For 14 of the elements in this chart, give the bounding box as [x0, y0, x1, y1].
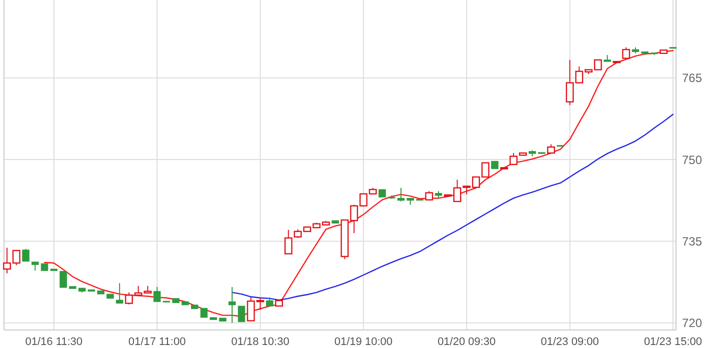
- x-tick-label: 01/23 15:00: [644, 336, 702, 348]
- x-tick-label: 01/18 10:30: [231, 336, 290, 348]
- x-tick-label: 01/19 10:00: [334, 336, 393, 348]
- x-tick-label: 01/20 09:30: [438, 336, 496, 348]
- y-tick-label: 750: [682, 152, 702, 167]
- line-series: [232, 114, 674, 301]
- y-tick-label: 735: [682, 234, 702, 248]
- x-tick-label: 01/17 11:00: [128, 336, 186, 348]
- x-tick-label: 01/23 09:00: [540, 336, 599, 348]
- y-tick-label: 720: [682, 316, 702, 330]
- x-tick-label: 01/16 11:30: [25, 336, 83, 348]
- y-tick-label: 765: [682, 71, 702, 86]
- candlestick: [397, 187, 405, 202]
- candlestick: [228, 286, 236, 324]
